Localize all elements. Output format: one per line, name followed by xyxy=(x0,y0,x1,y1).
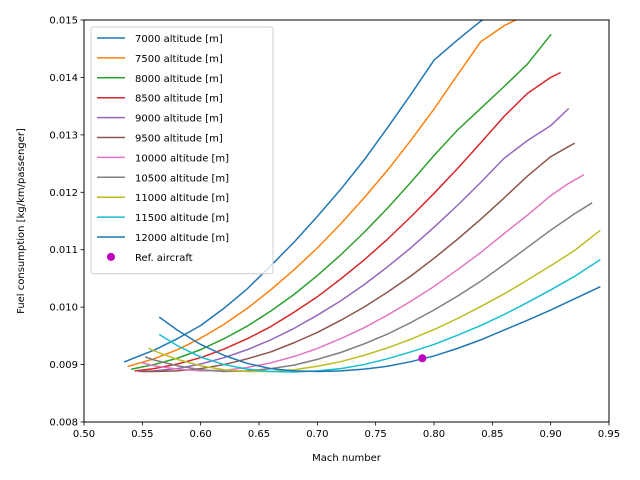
y-tick-label: 0.015 xyxy=(49,16,78,27)
y-axis-ticks: 0.008 0.009 0.010 0.011 0.012 0.013 0.014 0.015 xyxy=(49,16,84,429)
legend-entry: 9500 altitude [m] xyxy=(97,134,223,145)
legend-entry: 7000 altitude [m] xyxy=(97,34,223,45)
x-tick-label: 0.95 xyxy=(598,429,620,440)
legend-entry: 7500 altitude [m] xyxy=(97,54,223,65)
y-tick-label: 0.009 xyxy=(49,360,78,371)
series-line-7 xyxy=(144,202,593,373)
legend-entry: 11000 altitude [m] xyxy=(97,193,229,204)
x-axis-ticks: 0.50 0.55 0.60 0.65 0.70 0.75 0.80 0.85 0.90 0.95 xyxy=(73,422,620,440)
x-tick-label: 0.60 xyxy=(190,429,212,440)
y-axis-label: Fuel consumption [kg/km/passenger] xyxy=(16,128,27,314)
legend-box xyxy=(90,26,274,275)
y-tick-label: 0.014 xyxy=(49,73,78,84)
series-line-9 xyxy=(158,259,601,373)
legend-entry: 11500 altitude [m] xyxy=(97,213,229,224)
legend-entry: 10500 altitude [m] xyxy=(97,173,229,184)
legend-label: 7000 altitude [m] xyxy=(135,34,223,45)
legend-swatch xyxy=(107,252,115,261)
legend-entry: 9000 altitude [m] xyxy=(97,114,223,125)
series-line-3 xyxy=(134,71,562,372)
legend-entry: 8000 altitude [m] xyxy=(97,74,223,85)
legend-entry: 8500 altitude [m] xyxy=(97,94,223,105)
legend-label: 10000 altitude [m] xyxy=(135,153,229,164)
legend-label: 9500 altitude [m] xyxy=(135,134,223,145)
marker-layer xyxy=(418,354,427,363)
legend-entry: Ref. aircraft xyxy=(107,252,193,264)
x-tick-label: 0.65 xyxy=(248,429,270,440)
legend-label: 12000 altitude [m] xyxy=(135,233,229,244)
legend-label: 8500 altitude [m] xyxy=(135,94,223,105)
ref-aircraft-marker xyxy=(418,354,427,363)
x-tick-label: 0.50 xyxy=(73,429,95,440)
legend-label: 10500 altitude [m] xyxy=(135,173,229,184)
legend: 7000 altitude [m] 7500 altitude [m] 8000 a… xyxy=(90,26,274,275)
series-layer xyxy=(123,20,601,373)
y-tick-label: 0.011 xyxy=(49,245,78,256)
series-line-4 xyxy=(138,107,570,373)
legend-label: 11500 altitude [m] xyxy=(135,213,229,224)
y-tick-label: 0.010 xyxy=(49,303,78,314)
legend-entry: 10000 altitude [m] xyxy=(97,153,229,164)
y-tick-label: 0.012 xyxy=(49,188,78,199)
series-line-0 xyxy=(123,20,485,363)
x-tick-label: 0.90 xyxy=(540,429,562,440)
legend-label: 11000 altitude [m] xyxy=(135,193,229,204)
x-tick-label: 0.80 xyxy=(423,429,445,440)
x-axis-label: Mach number xyxy=(312,453,382,464)
series-line-1 xyxy=(127,20,518,368)
legend-entry: 12000 altitude [m] xyxy=(97,233,229,244)
x-tick-label: 0.75 xyxy=(365,429,387,440)
y-tick-label: 0.013 xyxy=(49,130,78,141)
legend-label: Ref. aircraft xyxy=(135,253,193,264)
series-line-8 xyxy=(148,229,601,373)
series-line-10 xyxy=(158,286,601,373)
x-tick-label: 0.70 xyxy=(306,429,328,440)
series-line-2 xyxy=(130,33,552,371)
legend-label: 7500 altitude [m] xyxy=(135,54,223,65)
x-tick-label: 0.55 xyxy=(131,429,153,440)
legend-label: 9000 altitude [m] xyxy=(135,114,223,125)
legend-label: 8000 altitude [m] xyxy=(135,74,223,85)
x-tick-label: 0.85 xyxy=(481,429,503,440)
y-tick-label: 0.008 xyxy=(49,418,78,429)
axes-frame xyxy=(83,19,610,423)
series-line-5 xyxy=(141,142,576,373)
